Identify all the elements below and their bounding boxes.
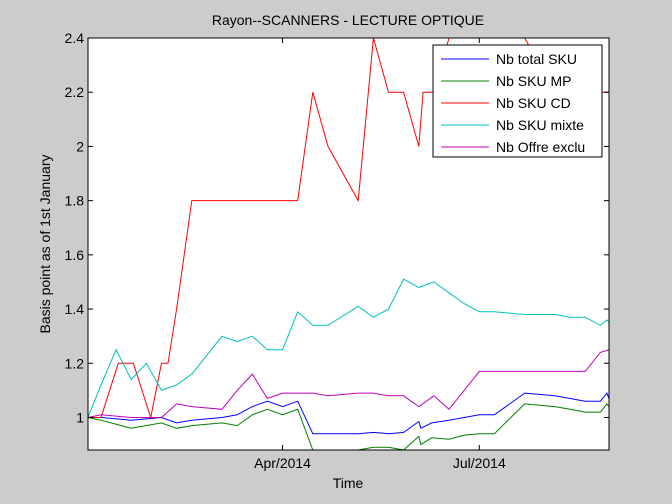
chart-title: Rayon--SCANNERS - LECTURE OPTIQUE <box>212 12 484 28</box>
series-line-4 <box>88 278 609 418</box>
tick-layer: 1 1.2 1.4 1.6 1.8 2 2.2 2.4 Apr/2014 Jul/2014 <box>65 30 609 471</box>
series-line-3 <box>88 38 609 420</box>
series-line-2 <box>88 403 609 450</box>
legend-label: Nb total SKU <box>496 51 577 67</box>
legend-box <box>432 44 603 158</box>
legend-label: Nb SKU MP <box>496 73 571 89</box>
plot-frame <box>87 37 610 451</box>
legend: Nb total SKU Nb SKU MP Nb SKU CD Nb SKU mix… <box>432 44 603 158</box>
series-line-5 <box>88 349 609 418</box>
y-tick-label: 1 <box>76 409 84 425</box>
legend-label: Nb Offre exclu <box>496 139 585 155</box>
y-tick-label: 2.2 <box>65 84 85 100</box>
x-tick-label: Apr/2014 <box>254 455 311 471</box>
x-tick-label: Jul/2014 <box>453 455 506 471</box>
y-tick-label: 1.2 <box>65 355 85 371</box>
series-layer <box>88 38 609 450</box>
x-axis-label: Time <box>333 475 364 491</box>
y-tick-label: 1.8 <box>65 193 85 209</box>
y-tick-label: 2 <box>76 138 84 154</box>
y-axis-label: Basis point as of 1st January <box>37 155 53 334</box>
y-tick-label: 1.4 <box>65 301 85 317</box>
y-tick-label: 1.6 <box>65 247 85 263</box>
y-tick-label: 2.4 <box>65 30 85 46</box>
legend-label: Nb SKU CD <box>496 95 571 111</box>
legend-label: Nb SKU mixte <box>496 117 584 133</box>
series-line-1 <box>88 392 609 435</box>
